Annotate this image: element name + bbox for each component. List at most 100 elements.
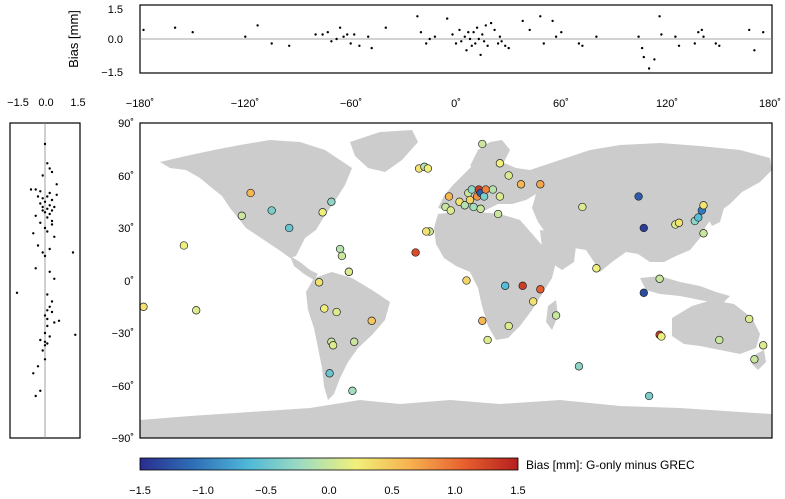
- top-bias-point: [142, 28, 145, 32]
- north-america: [160, 140, 352, 258]
- left-bias-point: [43, 226, 47, 230]
- top-bias-point: [647, 67, 651, 70]
- station-dot: [578, 202, 587, 212]
- left-bias-point: [53, 321, 56, 324]
- left-bias-point: [48, 212, 51, 216]
- top-bias-point: [486, 44, 489, 47]
- colorbar-gradient: [139, 457, 519, 471]
- top-bias-panel: Bias [mm] 1.5 0.0 −1.5: [66, 4, 773, 79]
- station-dot: [465, 195, 475, 205]
- lat-tick-2: 60˚: [118, 171, 134, 183]
- left-bias-point: [46, 230, 49, 233]
- top-bias-point: [446, 17, 449, 20]
- left-bias-point: [48, 335, 51, 338]
- station-dot: [411, 248, 420, 257]
- top-bias-point: [330, 40, 333, 43]
- left-bias-point: [50, 209, 54, 212]
- station-dot: [479, 192, 489, 201]
- top-bias-point: [465, 49, 468, 52]
- top-bias-point: [288, 44, 291, 47]
- top-bias-point: [472, 31, 475, 34]
- left-bias-point: [46, 309, 49, 312]
- top-bias-point: [433, 35, 437, 38]
- station-dot: [318, 208, 327, 217]
- left-bias-point: [48, 204, 51, 207]
- new-zealand: [752, 350, 766, 370]
- left-bias-point: [39, 190, 42, 193]
- station-dot: [504, 171, 513, 180]
- left-bias-point: [43, 142, 47, 146]
- left-bias-point: [50, 198, 54, 202]
- station-dot: [325, 369, 334, 378]
- station-dot: [462, 276, 471, 285]
- station-dot: [327, 197, 336, 206]
- top-bias-point: [489, 21, 493, 25]
- top-bias-point: [660, 33, 663, 36]
- top-bias-point: [504, 44, 507, 47]
- station-dot: [422, 227, 431, 236]
- top-bias-point: [191, 31, 194, 34]
- left-bias-point: [39, 389, 42, 392]
- top-bias-point: [482, 40, 486, 43]
- station-dot: [750, 355, 759, 364]
- top-bias-point: [314, 33, 317, 36]
- left-bias-point: [50, 170, 54, 174]
- top-bias-point: [349, 42, 352, 45]
- top-bias-point: [425, 42, 428, 45]
- station-dot: [423, 164, 433, 173]
- station-dot: [267, 206, 276, 215]
- left-bias-point: [57, 319, 61, 322]
- top-bias-point: [338, 26, 342, 29]
- left-bias-point: [36, 244, 40, 247]
- station-dot: [335, 244, 345, 254]
- lat-tick-7: −90˚: [112, 433, 134, 445]
- left-bias-point: [41, 349, 44, 352]
- top-bias-point: [479, 53, 482, 57]
- top-bias-point: [358, 44, 361, 47]
- top-bias-point: [521, 19, 524, 23]
- lat-tick-3: 30˚: [118, 223, 134, 235]
- station-dot: [639, 223, 648, 233]
- left-bias-point: [48, 247, 51, 251]
- station-dot: [504, 321, 513, 331]
- top-ytick-3: −1.5: [101, 67, 123, 79]
- colorbar: Bias [mm]: G-only minus GREC −1.5 −1.0 −…: [129, 457, 695, 497]
- left-xtick-3: 1.5: [70, 97, 85, 109]
- arabia: [540, 230, 576, 270]
- lat-tick-5: −30˚: [112, 328, 134, 340]
- left-bias-point: [48, 305, 51, 308]
- station-dot: [320, 304, 329, 313]
- top-bias-point: [714, 42, 717, 45]
- top-bias-point: [748, 28, 751, 32]
- cb-tick-4: 0.0: [321, 485, 336, 497]
- station-dot: [501, 281, 510, 290]
- station-dot: [476, 204, 485, 213]
- top-bias-point: [595, 35, 598, 38]
- station-dot: [493, 209, 503, 219]
- left-bias-point: [43, 358, 47, 361]
- top-bias-point: [674, 35, 677, 38]
- left-bias-point: [53, 205, 56, 209]
- left-bias-point: [34, 188, 37, 191]
- greenland: [350, 130, 418, 172]
- top-bias-point: [428, 37, 431, 41]
- top-bias-point: [640, 46, 644, 50]
- station-dot: [634, 192, 643, 201]
- left-bias-point: [36, 365, 40, 368]
- station-dot: [139, 302, 148, 311]
- cb-tick-2: −1.0: [192, 485, 214, 497]
- top-bias-point: [554, 35, 558, 38]
- left-bias-point: [53, 277, 56, 280]
- station-dot: [350, 337, 359, 346]
- top-bias-point: [463, 35, 466, 38]
- top-ylabel: Bias [mm]: [66, 10, 81, 68]
- station-dot: [715, 335, 724, 345]
- top-bias-point: [539, 15, 542, 18]
- top-bias-point: [697, 31, 700, 34]
- cb-tick-5: 0.5: [384, 485, 399, 497]
- left-bias-point: [74, 333, 77, 336]
- station-dot: [488, 185, 498, 194]
- top-bias-point: [693, 42, 696, 45]
- station-dot: [495, 192, 505, 201]
- cb-tick-6: 1.0: [447, 485, 462, 497]
